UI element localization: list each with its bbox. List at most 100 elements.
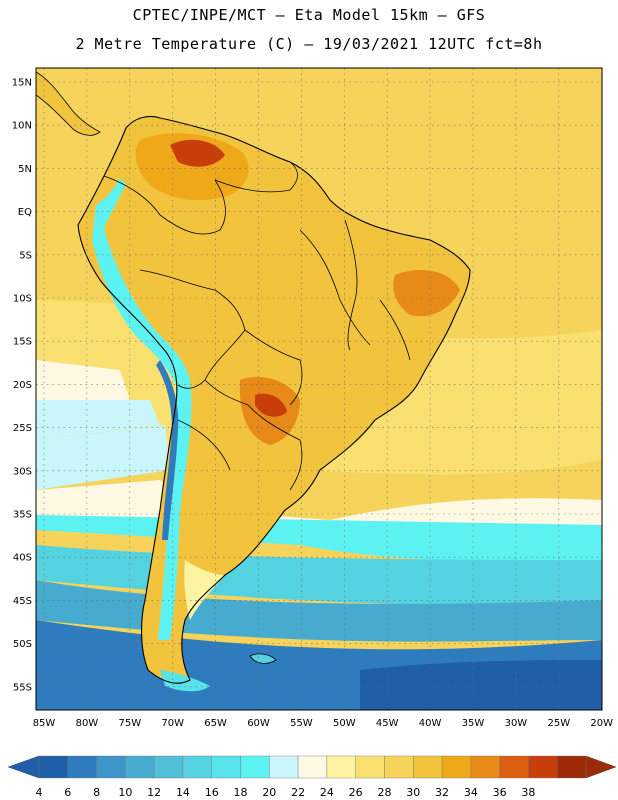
lon-tick-label: 75W xyxy=(118,718,141,729)
colorbar-swatch xyxy=(125,755,155,779)
colorbar-label: 38 xyxy=(521,786,535,799)
border-peru-brazil xyxy=(139,269,246,331)
colorbar-label: 20 xyxy=(262,786,276,799)
colorbar-label: 34 xyxy=(464,786,478,799)
lon-tick-label: 40W xyxy=(419,718,442,729)
border-bolivia-chile xyxy=(177,329,246,389)
border-bolivia-brazil xyxy=(244,329,303,406)
lon-tick-label: 65W xyxy=(204,718,227,729)
brazil-state-borders-2 xyxy=(299,229,371,346)
border-colombia-brazil xyxy=(159,179,226,235)
ocean-light-cyan xyxy=(36,400,160,440)
lon-tick-label: 80W xyxy=(76,718,99,729)
temperature-field xyxy=(36,68,602,710)
lat-tick-label: 30S xyxy=(13,466,32,477)
lon-tick-label: 25W xyxy=(547,718,570,729)
ocean-darkest xyxy=(360,660,602,710)
lat-tick-label: 15S xyxy=(13,337,32,348)
colorbar-label: 26 xyxy=(349,786,363,799)
colorbar: 4 6 8 10 12 14 16 18 20 22 24 26 28 30 32 34 36 38 xyxy=(7,755,617,799)
colorbar-swatch xyxy=(499,755,529,779)
lat-tick-label: 10N xyxy=(12,121,32,132)
lon-tick-label: 85W xyxy=(33,718,56,729)
colorbar-swatch xyxy=(355,755,385,779)
hottest-region-venezuela xyxy=(170,139,225,167)
latitude-labels: 15N 10N 5N EQ 5S 10S 15S 20S 25S 30S 35S 40S 45S 50S 5… xyxy=(12,78,32,694)
colorbar-label: 18 xyxy=(234,786,248,799)
graticule xyxy=(36,68,603,710)
lat-tick-label: 50S xyxy=(13,639,32,650)
colorbar-label: 16 xyxy=(205,786,219,799)
lon-tick-label: 55W xyxy=(290,718,313,729)
colorbar-label: 8 xyxy=(93,786,100,799)
border-argentina-paraguay xyxy=(204,379,301,441)
colorbar-swatch xyxy=(96,755,126,779)
lon-tick-label: 60W xyxy=(247,718,270,729)
colorbar-swatch xyxy=(211,755,241,779)
lon-tick-label: 35W xyxy=(462,718,485,729)
ocean-light-cyan-2 xyxy=(36,425,170,490)
lat-tick-label: 55S xyxy=(13,682,32,693)
colorbar-label: 32 xyxy=(435,786,449,799)
colorbar-label: 22 xyxy=(291,786,305,799)
border-colombia-ecuador xyxy=(103,175,161,216)
coastline xyxy=(77,115,471,684)
colorbar-label: 12 xyxy=(147,786,161,799)
colorbar-swatch xyxy=(67,755,97,779)
hottest-region-chaco xyxy=(255,393,287,417)
tierra-del-fuego xyxy=(160,670,210,692)
colorbar-swatch xyxy=(38,755,68,779)
colorbar-label: 28 xyxy=(377,786,391,799)
lon-tick-label: 30W xyxy=(505,718,528,729)
colorbar-label: 10 xyxy=(118,786,132,799)
falkland-islands xyxy=(249,653,277,664)
border-argentina-north xyxy=(177,419,231,471)
lon-tick-label: 45W xyxy=(376,718,399,729)
colorbar-label: 6 xyxy=(64,786,71,799)
colorbar-swatch xyxy=(557,755,587,779)
colorbar-swatch xyxy=(326,755,356,779)
colorbar-label: 4 xyxy=(36,786,43,799)
colorbar-label: 14 xyxy=(176,786,190,799)
colorbar-label: 30 xyxy=(406,786,420,799)
lon-tick-label: 70W xyxy=(161,718,184,729)
central-america-land xyxy=(36,71,101,136)
colorbar-swatch xyxy=(240,755,270,779)
chart-title-line1: CPTEC/INPE/MCT — Eta Model 15km — GFS xyxy=(132,6,486,24)
colorbar-swatch xyxy=(153,755,184,779)
hot-region-northeast-brazil xyxy=(393,270,460,317)
lat-tick-label: 25S xyxy=(13,423,32,434)
colorbar-swatch xyxy=(269,755,299,779)
lat-tick-label: 35S xyxy=(13,510,32,521)
lat-tick-label: 40S xyxy=(13,553,32,564)
colorbar-swatch xyxy=(182,755,212,779)
map-frame xyxy=(35,67,603,711)
longitude-labels: 85W 80W 75W 70W 65W 60W 55W 50W 45W 40W 35W 30W 25W 2… xyxy=(33,718,613,729)
lat-tick-label: 20S xyxy=(13,380,32,391)
colorbar-swatch xyxy=(384,755,414,779)
colorbar-swatch xyxy=(441,755,472,779)
colorbar-swatch xyxy=(470,755,500,779)
border-uruguay xyxy=(289,439,303,491)
chart-title-line2: 2 Metre Temperature (C) — 19/03/2021 12U… xyxy=(75,35,543,53)
colorbar-arrow-low xyxy=(7,755,40,779)
colorbar-swatch xyxy=(413,755,443,779)
colorbar-label: 36 xyxy=(493,786,507,799)
lat-tick-label: 15N xyxy=(12,78,32,89)
andes-coldest-peaks xyxy=(156,360,179,540)
colorbar-swatch xyxy=(297,755,328,779)
andes-cold-ridge xyxy=(92,178,192,640)
lat-tick-label: EQ xyxy=(18,207,32,218)
lat-tick-label: 5S xyxy=(19,250,32,261)
border-venezuela-guyana xyxy=(214,161,298,193)
colorbar-arrow-high xyxy=(585,755,617,779)
ocean-pale-band xyxy=(36,360,130,405)
lat-tick-label: 45S xyxy=(13,596,32,607)
lat-tick-label: 10S xyxy=(13,294,32,305)
colorbar-swatch xyxy=(528,755,558,779)
lon-tick-label: 20W xyxy=(590,718,613,729)
colorbar-label: 24 xyxy=(320,786,334,799)
brazil-state-borders xyxy=(344,219,358,351)
lon-tick-label: 50W xyxy=(333,718,356,729)
